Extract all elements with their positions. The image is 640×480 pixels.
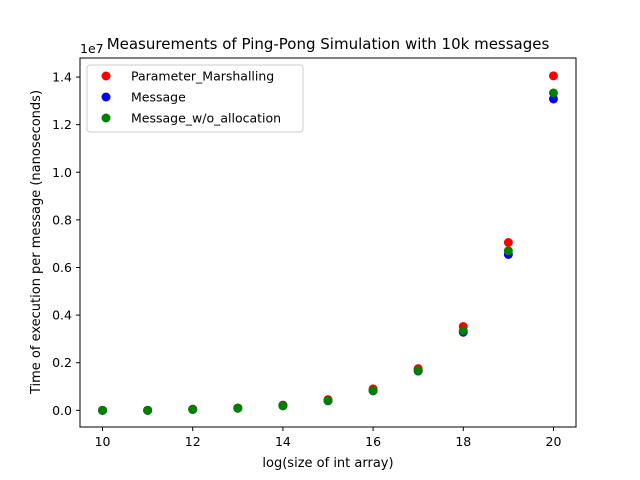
data-point-series-3 xyxy=(188,404,198,414)
legend-box xyxy=(86,64,304,133)
y-tick-label: 1.0 xyxy=(52,165,72,180)
data-point-series-1 xyxy=(503,238,513,247)
x-tick-label: 16 xyxy=(365,434,381,449)
x-axis-ticks: 10 12 14 16 18 20 xyxy=(95,427,562,449)
legend-label: Parameter_Marshalling xyxy=(131,69,274,84)
y-axis-label: Time of execution per message (nanosecon… xyxy=(29,90,44,395)
legend-marker xyxy=(101,113,111,123)
x-tick-label: 10 xyxy=(95,434,111,449)
x-axis-label: log(size of int array) xyxy=(262,456,393,471)
y-tick-label: 1.2 xyxy=(52,117,72,132)
data-point-series-3 xyxy=(233,403,243,413)
y-tick-label: 0.6 xyxy=(52,260,72,275)
legend-marker xyxy=(101,92,111,102)
y-tick-label: 0.0 xyxy=(52,403,72,418)
data-point-series-3 xyxy=(548,88,558,98)
data-point-series-3 xyxy=(458,326,468,336)
y-tick-label: 1.4 xyxy=(52,70,72,85)
y-offset-label: 1e7 xyxy=(80,41,104,56)
x-tick-label: 18 xyxy=(455,434,471,449)
data-points xyxy=(98,71,558,415)
data-point-series-1 xyxy=(548,71,558,81)
data-point-series-3 xyxy=(278,401,288,411)
y-tick-label: 0.4 xyxy=(52,308,72,323)
legend-label: Message_w/o_allocation xyxy=(131,111,281,126)
chart-title: Measurements of Ping-Pong Simulation wit… xyxy=(107,35,550,53)
data-point-series-3 xyxy=(323,396,333,406)
data-point-series-3 xyxy=(143,405,153,415)
data-point-series-3 xyxy=(368,386,378,396)
y-tick-label: 0.2 xyxy=(52,355,72,370)
legend: Parameter_Marshalling Message Message_w/o_… xyxy=(86,64,304,133)
data-point-series-3 xyxy=(413,366,423,376)
x-tick-label: 12 xyxy=(185,434,201,449)
data-point-series-3 xyxy=(503,246,513,256)
x-tick-label: 20 xyxy=(546,434,562,449)
plot-area-frame xyxy=(79,57,577,428)
legend-label: Message xyxy=(131,90,186,105)
legend-marker xyxy=(101,71,111,81)
y-tick-label: 0.8 xyxy=(52,212,72,227)
data-point-series-3 xyxy=(98,405,108,415)
x-tick-label: 14 xyxy=(275,434,291,449)
y-axis-ticks: 0.0 0.2 0.4 0.6 0.8 1.0 1.2 1.4 xyxy=(52,70,80,418)
